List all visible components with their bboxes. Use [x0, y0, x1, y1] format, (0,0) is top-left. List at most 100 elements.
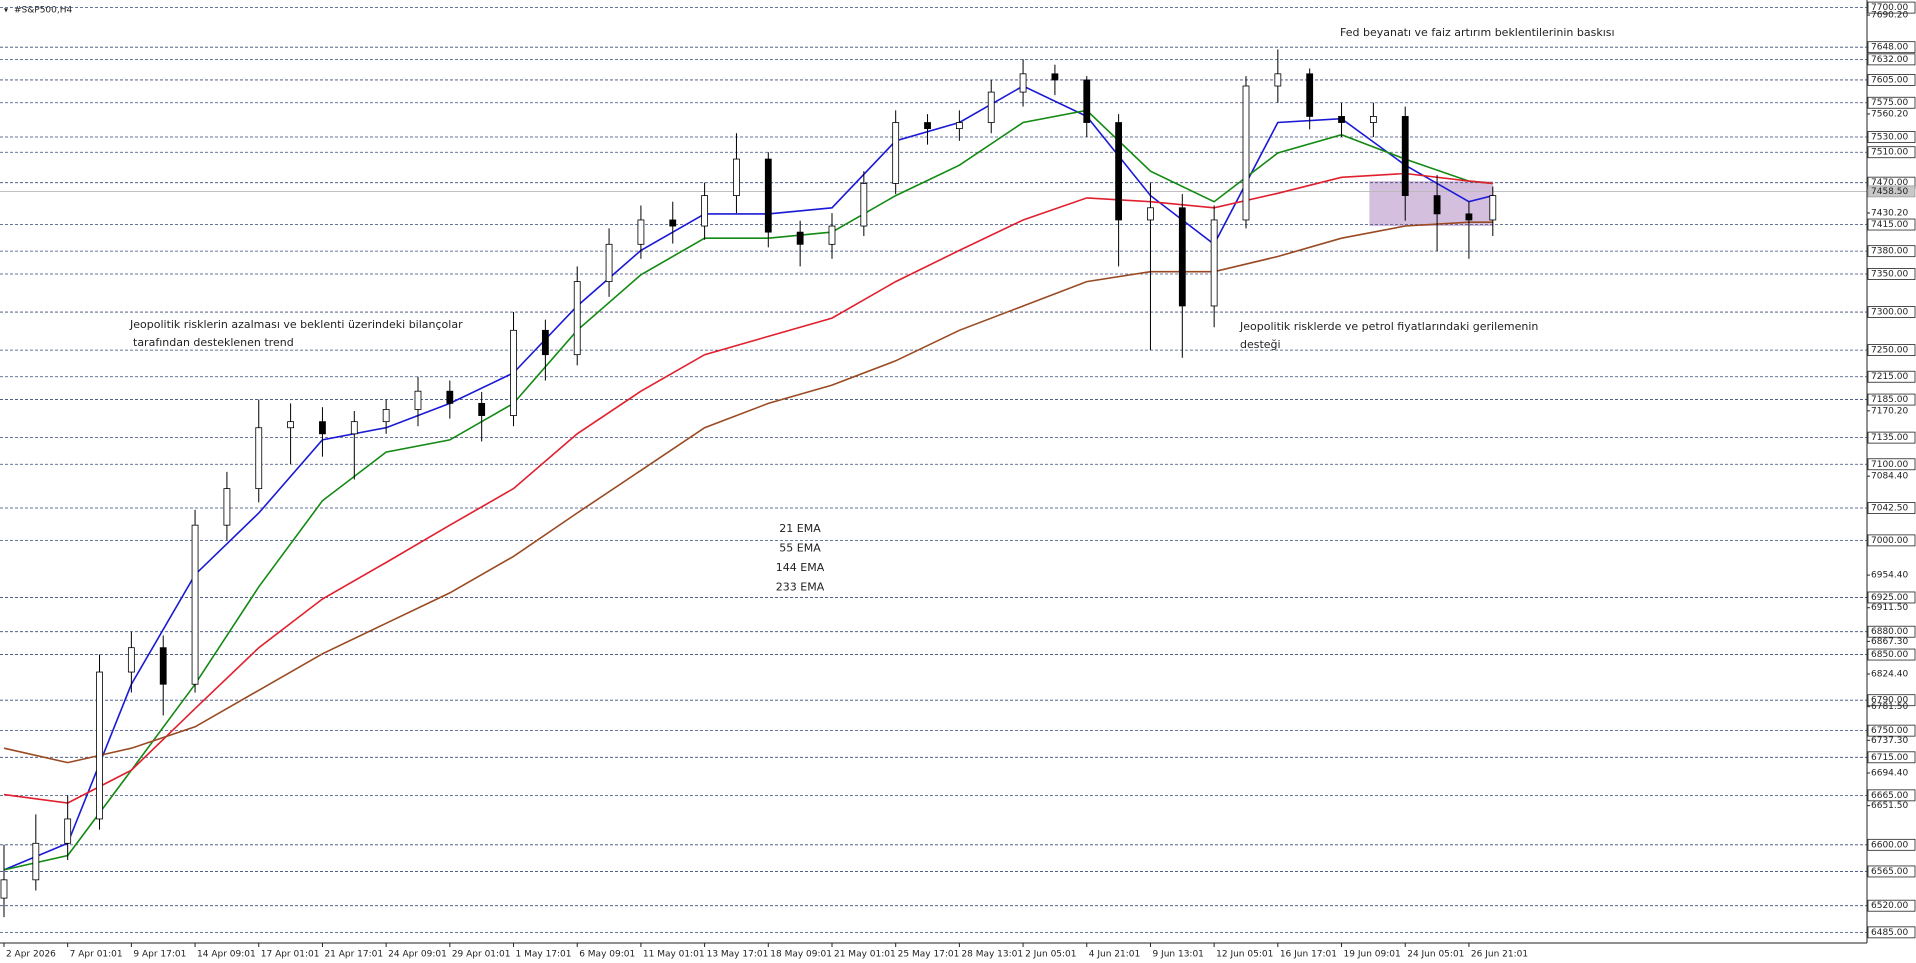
- candle-body: [446, 390, 454, 404]
- candle-body: [892, 122, 900, 184]
- candle-body: [1083, 79, 1091, 123]
- level-label-box: [1867, 625, 1916, 638]
- level-label-box: [1867, 838, 1916, 851]
- level-label-box: [1867, 789, 1916, 802]
- y-tick-label: 7690.20: [1871, 11, 1908, 21]
- x-tick-label: 16 Jun 17:01: [1280, 950, 1337, 960]
- x-tick-label: 14 Apr 09:01: [197, 950, 256, 960]
- x-tick-label: 2 Jun 05:01: [1025, 950, 1076, 960]
- annotation: desteği: [1240, 338, 1281, 351]
- annotation: Jeopolitik risklerde ve petrol fiyatları…: [1239, 320, 1538, 333]
- x-tick-label: 13 May 17:01: [707, 950, 769, 960]
- candle-body: [860, 183, 868, 227]
- candle-body: [1401, 116, 1409, 197]
- level-label: 7350.00: [1871, 269, 1908, 279]
- ema-line: [3, 221, 1493, 764]
- highlight-zone: [1369, 181, 1493, 227]
- level-label-box: [1867, 41, 1916, 54]
- candle-body: [382, 409, 390, 423]
- candle-body: [1210, 219, 1218, 307]
- level-label-box: [1867, 502, 1916, 514]
- y-tick-label: 6737.30: [1871, 736, 1908, 746]
- x-tick-label: 25 May 17:01: [898, 950, 960, 960]
- candle-body: [1306, 73, 1314, 117]
- candle-body: [0, 879, 8, 899]
- level-label-box: [1867, 218, 1916, 231]
- candle-body: [955, 122, 963, 130]
- candle-body: [510, 329, 517, 416]
- x-tick-label: 21 May 01:01: [834, 950, 896, 960]
- candle-body: [350, 421, 358, 435]
- level-label-box: [1867, 393, 1916, 406]
- candle-body: [414, 390, 422, 410]
- x-tick-label: 17 Apr 01:01: [261, 950, 320, 960]
- current-price-label: 7458.50: [1871, 187, 1908, 197]
- level-label: 7000.00: [1871, 536, 1908, 546]
- y-tick-label: 7084.40: [1871, 472, 1908, 482]
- annotation: Jeopolitik risklerin azalması ve beklent…: [129, 318, 463, 331]
- level-label: 7510.00: [1871, 148, 1908, 158]
- candle-body: [32, 842, 40, 881]
- y-tick-label: 6651.50: [1871, 801, 1908, 811]
- level-label: 6850.00: [1871, 650, 1908, 660]
- level-label: 6565.00: [1871, 867, 1908, 877]
- level-label: 7215.00: [1871, 372, 1908, 382]
- candle-body: [669, 219, 677, 227]
- level-label: 7135.00: [1871, 433, 1908, 443]
- candle-body: [987, 91, 995, 123]
- candle-body: [319, 421, 326, 435]
- annotation: Fed beyanatı ve faiz artırım beklentiler…: [1340, 26, 1615, 39]
- candle-body: [1369, 116, 1377, 123]
- menu-icon[interactable]: ▾: [4, 6, 8, 15]
- legend-entry: 233 EMA: [776, 581, 825, 594]
- level-label: 7530.00: [1871, 132, 1908, 142]
- x-tick-label: 7 Apr 01:01: [70, 950, 123, 960]
- candle-body: [64, 818, 72, 844]
- level-label: 7632.00: [1871, 55, 1908, 65]
- x-tick-label: 29 Apr 01:01: [452, 950, 511, 960]
- level-label-box: [1867, 1, 1916, 14]
- x-tick-label: 2 Apr 2026: [6, 950, 56, 960]
- x-tick-label: 21 Apr 17:01: [324, 950, 383, 960]
- candle-body: [541, 329, 549, 356]
- candle-body: [478, 402, 486, 416]
- x-tick-label: 1 May 17:01: [516, 950, 572, 960]
- candle-body: [1274, 73, 1282, 87]
- level-label-box: [1867, 131, 1916, 143]
- x-tick-label: 24 Jun 05:01: [1407, 950, 1464, 960]
- candle-body: [1019, 73, 1027, 93]
- candle-body: [255, 427, 263, 490]
- candle-body: [605, 243, 613, 283]
- level-label: 7575.00: [1871, 98, 1908, 108]
- level-label-box: [1867, 53, 1916, 66]
- chart-title: #S&P500,H4: [14, 6, 73, 16]
- x-tick-label: 26 Jun 21:01: [1471, 950, 1528, 960]
- level-label-box: [1867, 370, 1916, 383]
- level-label-box: [1867, 306, 1916, 318]
- candle-body: [733, 158, 740, 197]
- candle-body: [1178, 207, 1186, 307]
- level-label: 6790.00: [1871, 696, 1908, 706]
- level-label: 6880.00: [1871, 627, 1908, 637]
- candle-body: [1115, 122, 1123, 221]
- level-label: 7380.00: [1871, 247, 1908, 257]
- level-label: 7415.00: [1871, 220, 1908, 230]
- y-tick-label: 7560.20: [1871, 110, 1908, 120]
- level-label-box: [1867, 146, 1916, 159]
- level-label: 7300.00: [1871, 308, 1908, 318]
- x-tick-label: 9 Apr 17:01: [133, 950, 186, 960]
- candle-body: [127, 647, 135, 673]
- level-label: 7042.50: [1871, 504, 1908, 514]
- candle-body: [1465, 213, 1473, 221]
- level-label: 6485.00: [1871, 928, 1908, 938]
- level-label-box: [1867, 534, 1916, 547]
- level-label: 6715.00: [1871, 753, 1908, 763]
- legend-entry: 144 EMA: [776, 561, 825, 574]
- level-label: 7185.00: [1871, 395, 1908, 405]
- level-label-box: [1867, 724, 1916, 737]
- annotation: tarafından desteklenen trend: [133, 336, 294, 349]
- level-label-box: [1867, 899, 1916, 912]
- candle-body: [223, 488, 231, 526]
- y-tick-label: 6824.40: [1871, 670, 1908, 680]
- level-label: 7700.00: [1871, 3, 1908, 13]
